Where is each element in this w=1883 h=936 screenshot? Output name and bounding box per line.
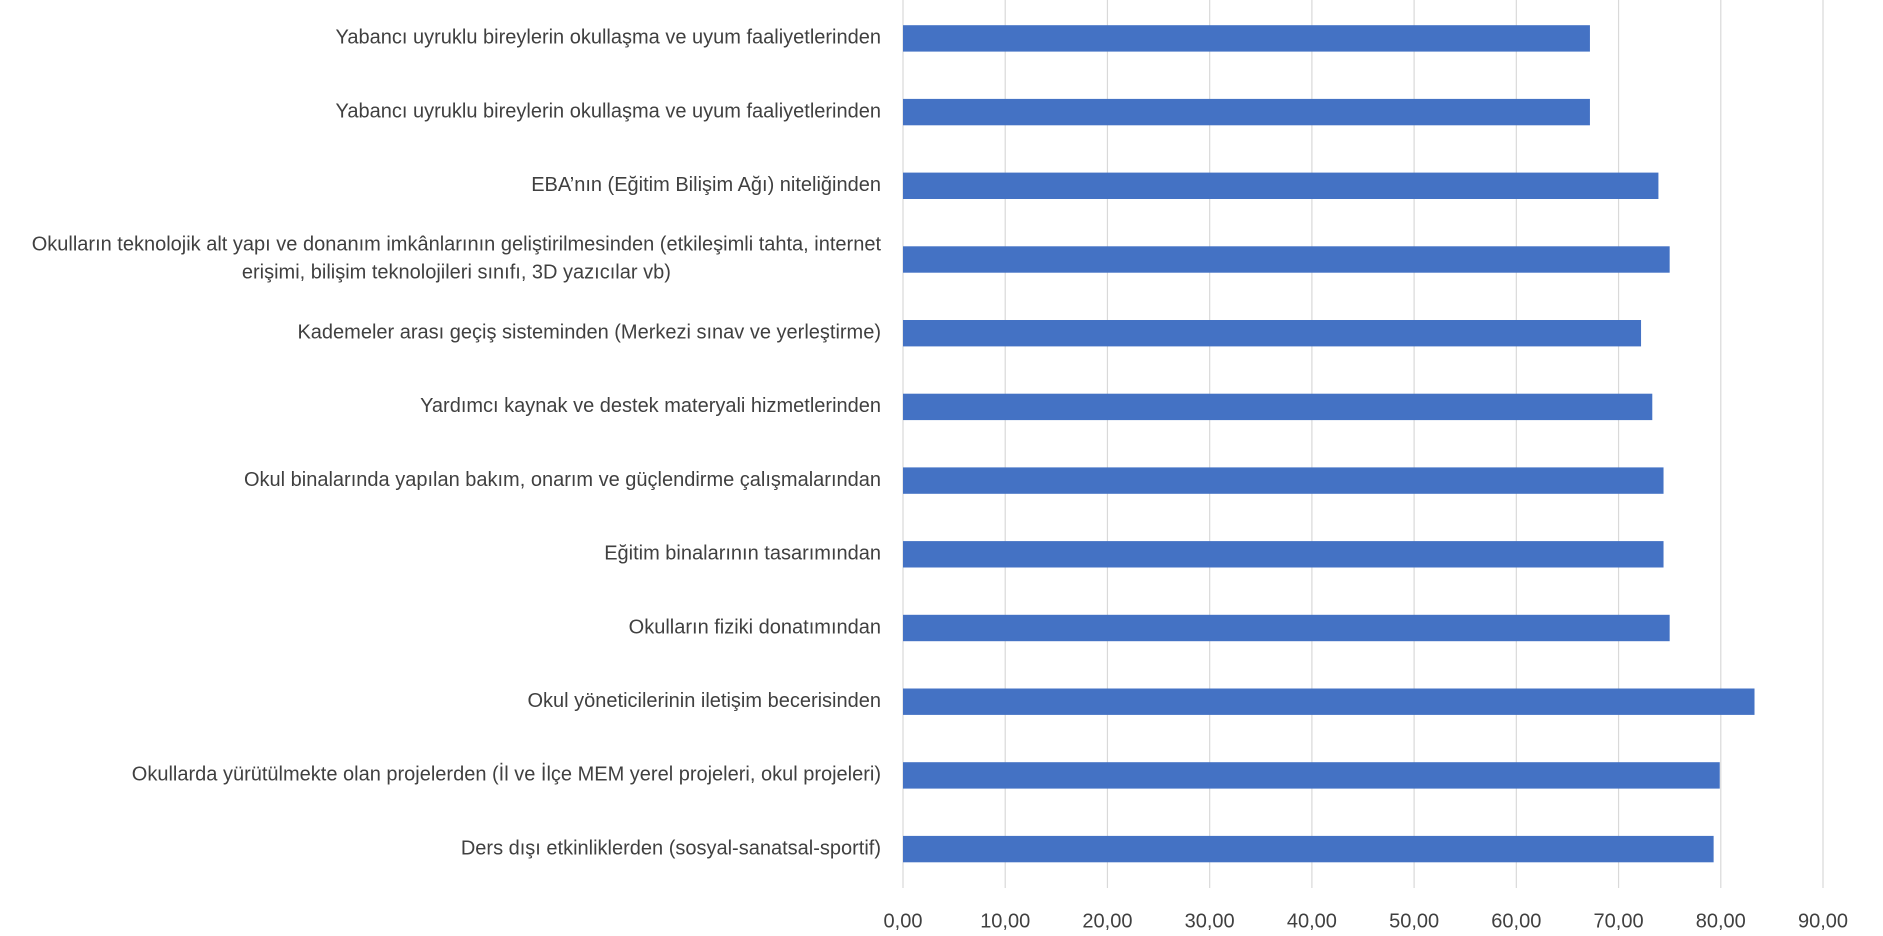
bar [903,172,1659,199]
x-tick-label: 40,00 [1287,910,1337,932]
bar [903,762,1720,789]
y-tick-label: Yabancı uyruklu bireylerin okullaşma ve … [336,100,881,122]
x-tick-label: 10,00 [980,910,1030,932]
y-tick-label: Yabancı uyruklu bireylerin okullaşma ve … [336,27,881,49]
y-tick-label: Okul binalarında yapılan bakım, onarım v… [244,469,881,491]
bar [903,98,1590,126]
bar [903,467,1664,494]
y-tick-label: Yardımcı kaynak ve destek materyali hizm… [420,395,881,417]
y-tick-label: Okulların teknolojik alt yapı ve donanım… [32,234,882,284]
bar [903,835,1714,863]
bar [903,688,1755,715]
x-tick-label: 90,00 [1798,910,1848,932]
x-tick-label: 50,00 [1389,910,1439,932]
y-tick-label: Okul yöneticilerinin iletişim becerisind… [528,690,882,712]
y-tick-label: Okullarda yürütülmekte olan projelerden … [132,763,881,786]
x-tick-label: 30,00 [1185,910,1235,932]
y-tick-label: Okulların fiziki donatımından [629,616,881,638]
x-tick-label: 80,00 [1696,910,1746,932]
bar [903,541,1664,568]
bar [903,25,1590,52]
x-tick-label: 60,00 [1491,910,1541,932]
y-tick-label: Kademeler arası geçiş sisteminden (Merke… [297,321,881,343]
x-tick-label: 0,00 [884,910,923,932]
x-tick-label: 70,00 [1594,910,1644,932]
y-tick-label: Eğitim binalarının tasarımından [604,543,881,565]
y-tick-label: EBA’nın (Eğitim Bilişim Ağı) niteliğinde… [531,174,881,196]
bar [903,320,1642,347]
x-tick-label: 20,00 [1082,910,1132,932]
bar [903,246,1670,273]
y-tick-label: Ders dışı etkinliklerden (sosyal-sanatsa… [461,837,881,859]
bar [903,614,1670,642]
bar [903,393,1653,421]
